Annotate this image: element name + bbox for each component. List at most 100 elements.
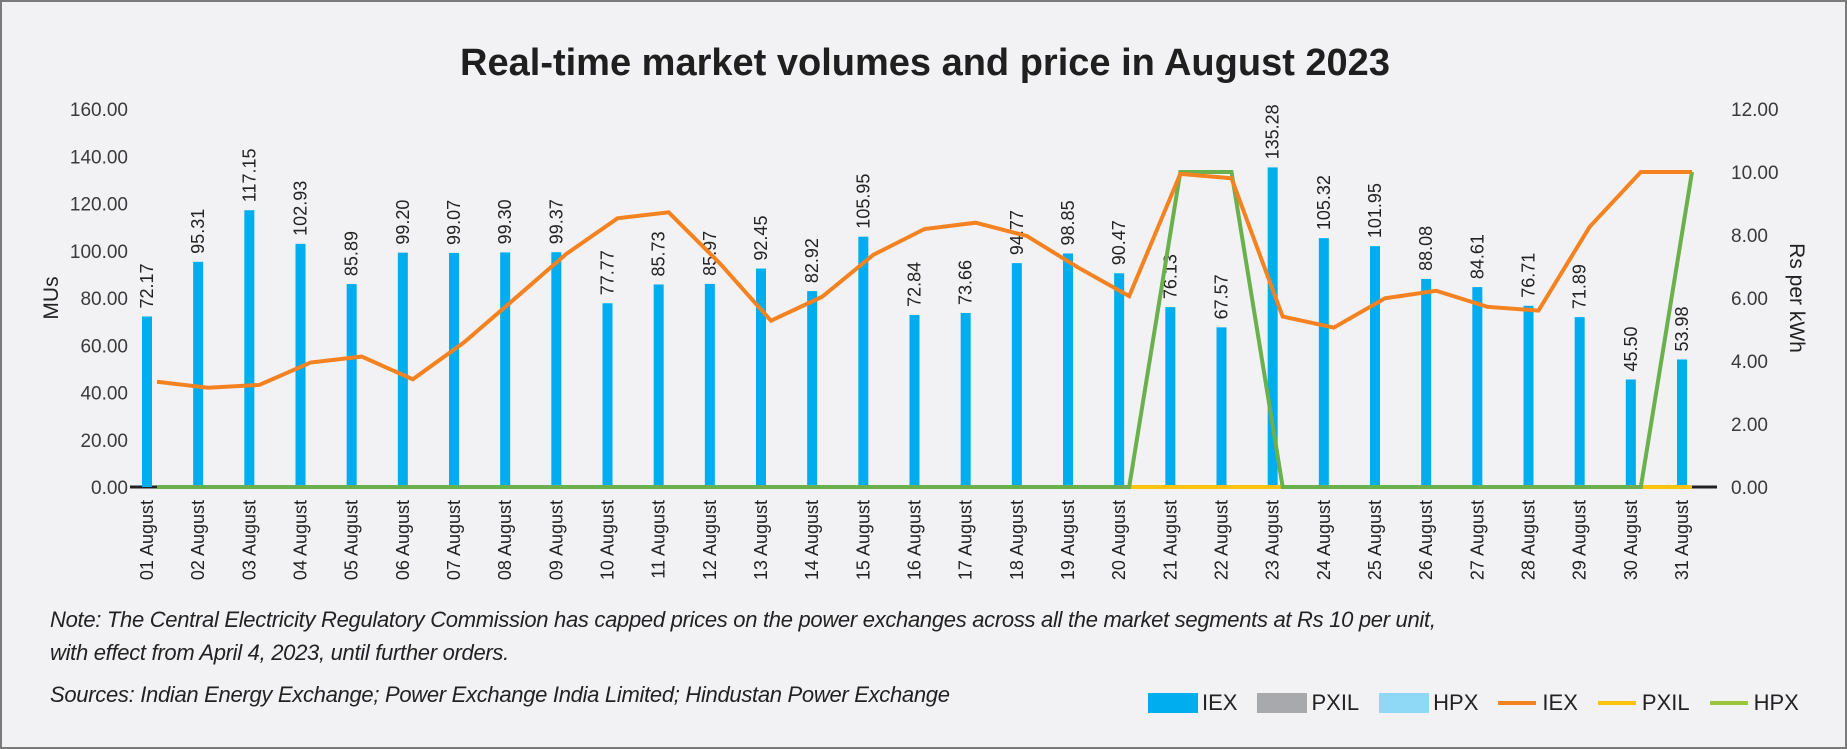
x-tick-label: 21 August — [1160, 500, 1180, 580]
bar-data-label: 82.92 — [802, 238, 822, 283]
bar-iex — [346, 284, 357, 487]
y-tick-label-left: 0.00 — [91, 478, 128, 499]
x-tick-label: 27 August — [1467, 500, 1487, 580]
y-tick-label-right: 0.00 — [1731, 478, 1768, 499]
legend-swatch-pxil-line — [1597, 701, 1636, 705]
legend-item-hpx-bar: HPX — [1379, 690, 1478, 716]
legend-item-iex-bar: IEX — [1148, 690, 1237, 716]
y-tick-label-left: 40.00 — [80, 384, 128, 405]
bar-iex — [1216, 327, 1227, 487]
x-tick-label: 06 August — [393, 500, 413, 580]
y-tick-label-right: 10.00 — [1731, 163, 1779, 184]
bar-iex — [1165, 307, 1176, 487]
bar-iex — [142, 316, 152, 487]
x-tick-label: 07 August — [444, 500, 464, 580]
x-tick-label: 16 August — [905, 500, 925, 580]
legend-item-pxil-line: PXIL — [1597, 690, 1690, 716]
x-tick-label: 23 August — [1263, 500, 1283, 580]
bar-data-label: 105.95 — [853, 174, 873, 229]
x-tick-label: 10 August — [598, 500, 618, 580]
y-tick-label-left: 20.00 — [80, 431, 128, 452]
y-tick-label-right: 6.00 — [1731, 289, 1768, 310]
x-tick-label: 02 August — [188, 500, 208, 580]
x-tick-label: 25 August — [1365, 500, 1385, 580]
sources-text: Sources: Indian Energy Exchange; Power E… — [50, 682, 950, 707]
bar-iex — [602, 303, 613, 487]
bar-data-label: 99.07 — [444, 200, 464, 245]
bars-group — [142, 167, 1687, 487]
bar-data-label: 45.50 — [1621, 326, 1641, 371]
y-axis-left: 0.00 20.00 40.00 60.00 80.00 100.00 120.00 140.… — [70, 100, 128, 499]
y-tick-label-left: 160.00 — [70, 100, 128, 121]
x-tick-label: 22 August — [1212, 500, 1232, 580]
x-tick-label: 31 August — [1672, 500, 1692, 580]
bar-data-label: 101.95 — [1365, 183, 1385, 238]
y-tick-label-right: 8.00 — [1731, 226, 1768, 247]
legend-swatch-iex-line — [1498, 701, 1537, 705]
bar-data-label: 99.30 — [495, 199, 515, 244]
bar-data-label: 135.28 — [1263, 104, 1283, 159]
bar-data-label: 95.31 — [188, 209, 208, 254]
line-hpx — [157, 170, 1694, 489]
bar-iex — [858, 236, 869, 487]
x-tick-label: 20 August — [1109, 500, 1129, 580]
bar-data-label: 71.89 — [1570, 264, 1590, 309]
line-iex — [156, 170, 1692, 390]
x-tick-label: 09 August — [546, 500, 566, 580]
x-tick-label: 01 August — [137, 500, 157, 580]
bar-data-label: 72.17 — [137, 263, 157, 308]
lines-group — [156, 170, 1694, 489]
y-axis-right: 0.00 2.00 4.00 6.00 8.00 10.00 12.00 — [1731, 100, 1779, 499]
bar-iex — [909, 314, 920, 487]
y-tick-label-left: 120.00 — [70, 195, 128, 216]
bar-iex — [1063, 253, 1073, 487]
bar-data-label: 105.32 — [1314, 175, 1334, 230]
bar-data-label: 117.15 — [239, 149, 259, 203]
bar-iex — [500, 252, 511, 487]
x-tick-label: 12 August — [700, 500, 720, 580]
legend-label: HPX — [1433, 690, 1479, 715]
x-tick-label: 24 August — [1314, 500, 1334, 580]
legend-swatch-iex-bar — [1148, 693, 1198, 713]
bar-iex — [1421, 278, 1432, 487]
x-tick-label: 17 August — [956, 500, 976, 580]
y-tick-label-left: 60.00 — [80, 336, 128, 357]
legend-label: IEX — [1542, 690, 1578, 715]
x-tick-label: 19 August — [1058, 500, 1078, 580]
legend-label: HPX — [1753, 690, 1799, 715]
bar-data-label: 92.45 — [751, 216, 771, 261]
x-tick-label: 08 August — [495, 500, 515, 580]
bar-iex — [1523, 305, 1534, 487]
bar-iex — [1267, 167, 1278, 487]
bar-data-label: 72.84 — [905, 262, 925, 307]
bar-iex — [1574, 317, 1585, 487]
bar-iex — [551, 252, 562, 487]
bar-data-label: 90.47 — [1109, 220, 1129, 265]
legend-swatch-pxil-bar — [1257, 693, 1308, 713]
x-tick-label: 15 August — [853, 500, 873, 580]
bar-iex — [449, 252, 459, 487]
bar-data-label: 99.37 — [546, 199, 566, 244]
x-tick-label: 04 August — [291, 500, 311, 580]
legend-swatch-hpx-line — [1709, 701, 1748, 705]
chart-title: Real-time market volumes and price in Au… — [460, 42, 1390, 84]
bar-data-label: 76.71 — [1519, 253, 1539, 298]
x-axis-labels: 01 August 02 August 03 August 04 August 05 A… — [137, 500, 1692, 580]
bar-iex — [1625, 379, 1636, 487]
y-tick-label-right: 2.00 — [1731, 415, 1768, 436]
y-axis-left-title: MUs — [40, 276, 63, 319]
bar-data-label: 99.20 — [393, 200, 413, 245]
x-tick-label: 13 August — [751, 500, 771, 580]
note-line-2: with effect from April 4, 2023, until fu… — [50, 640, 509, 665]
legend-item-iex-line: IEX — [1498, 690, 1578, 716]
legend-label: PXIL — [1641, 690, 1690, 715]
y-tick-label-left: 140.00 — [70, 147, 128, 168]
bar-data-label: 85.89 — [342, 231, 362, 276]
bar-iex — [807, 291, 818, 487]
note-line-1: Note: The Central Electricity Regulatory… — [50, 607, 1436, 632]
y-tick-label-right: 4.00 — [1731, 352, 1768, 373]
bar-data-label: 84.61 — [1467, 234, 1487, 279]
bar-iex — [756, 268, 766, 487]
bar-data-label: 102.93 — [291, 181, 311, 236]
